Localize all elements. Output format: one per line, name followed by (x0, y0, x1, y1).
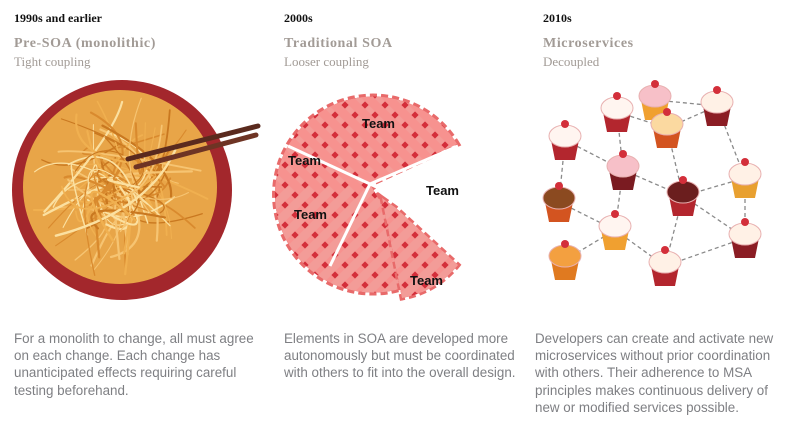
team-label: Team (362, 116, 395, 131)
cupcake-icon (600, 92, 634, 132)
spaghetti-plate-illustration (12, 80, 261, 300)
cupcake-icon (648, 246, 682, 286)
column-title: Pre-SOA (monolithic) (14, 36, 157, 51)
cupcake-icon (728, 218, 762, 258)
column-traditional-soa: 2000s Traditional SOA Looser coupling (270, 0, 535, 426)
team-label: Team (410, 273, 443, 288)
column-pre-soa: 1990s and earlier Pre-SOA (monolithic) T… (0, 0, 270, 426)
cupcake-icon (606, 150, 640, 190)
era-label: 2000s (284, 11, 313, 25)
column-title: Microservices (543, 36, 634, 51)
era-label: 2010s (543, 11, 572, 25)
column-description: Elements in SOA are developed more auton… (284, 331, 516, 381)
cupcake-icon (728, 158, 762, 198)
team-label: Team (294, 207, 327, 222)
column-microservices: 2010s Microservices Decoupled Developers… (535, 0, 800, 426)
column-subtitle: Tight coupling (14, 54, 91, 69)
column-subtitle: Looser coupling (284, 54, 369, 69)
cupcake-icon (548, 240, 582, 280)
cupcake-icon (548, 120, 582, 160)
cupcake-icon (598, 210, 632, 250)
cupcake-icon (542, 182, 576, 222)
era-label: 1990s and earlier (14, 11, 102, 25)
cupcake-network-illustration (542, 80, 762, 286)
team-label: Team (288, 153, 321, 168)
lattice-pie-illustration: Team Team Team Team Team (272, 93, 462, 301)
cupcake-icon (650, 108, 684, 148)
cupcake-icon (666, 176, 700, 216)
team-label: Team (426, 183, 459, 198)
column-subtitle: Decoupled (543, 54, 600, 69)
column-title: Traditional SOA (284, 36, 393, 51)
cupcake-icon (700, 86, 734, 126)
column-description: For a monolith to change, all must agree… (14, 331, 254, 398)
column-description: Developers can create and activate new m… (535, 331, 774, 415)
